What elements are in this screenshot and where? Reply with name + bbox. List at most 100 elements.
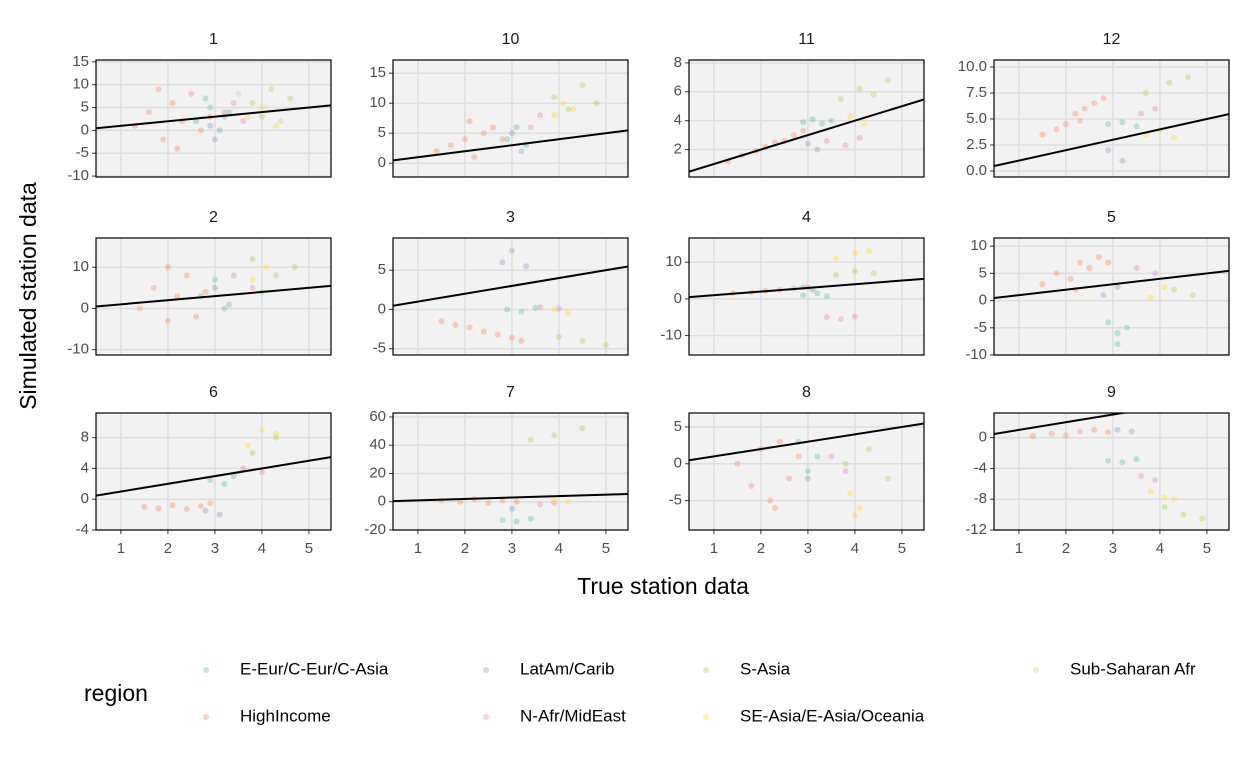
point — [1072, 110, 1079, 117]
point — [823, 137, 830, 144]
point — [579, 82, 586, 89]
y-tick-label: 0 — [674, 455, 682, 472]
point — [1114, 341, 1121, 348]
point — [1081, 105, 1088, 112]
legend-label: SE-Asia/E-Asia/Oceania — [740, 706, 925, 725]
point — [244, 442, 251, 449]
plot-area — [96, 256, 331, 324]
y-tick-label: 15 — [369, 64, 386, 81]
point — [169, 99, 176, 106]
point — [447, 142, 454, 149]
y-tick-label: 0.0 — [966, 162, 987, 179]
point — [851, 313, 858, 320]
panel-border — [688, 412, 925, 531]
point — [263, 264, 270, 271]
point — [555, 305, 562, 312]
point — [202, 95, 209, 102]
panel-background — [393, 238, 628, 355]
point — [287, 95, 294, 102]
point — [1114, 283, 1121, 290]
point — [565, 309, 572, 316]
point — [164, 317, 171, 324]
reference-line — [96, 104, 331, 130]
point — [776, 438, 783, 445]
x-tick-label: 4 — [555, 540, 563, 557]
point — [809, 116, 816, 123]
point — [211, 284, 218, 291]
point — [537, 304, 544, 311]
y-tick-label: 10 — [970, 237, 987, 254]
legend-label: E-Eur/C-Eur/C-Asia — [240, 659, 389, 678]
facet-title: 2 — [209, 209, 218, 226]
panel-border — [688, 237, 925, 356]
point — [823, 314, 830, 321]
point — [160, 136, 167, 143]
point — [851, 268, 858, 275]
point — [800, 119, 807, 126]
reference-line — [393, 129, 628, 162]
panel-background — [393, 60, 628, 177]
point — [230, 99, 237, 106]
point — [240, 465, 247, 472]
point — [734, 460, 741, 467]
plot-area — [96, 86, 331, 152]
point — [513, 498, 520, 505]
point — [1124, 324, 1131, 331]
plot-area — [96, 426, 331, 518]
point — [1114, 426, 1121, 433]
plot-area — [689, 422, 924, 519]
point — [1077, 428, 1084, 435]
point — [814, 290, 821, 297]
y-tick-label: 10 — [72, 76, 89, 93]
plot-area — [689, 77, 924, 173]
point — [518, 337, 525, 344]
point — [221, 109, 228, 116]
y-tick-label: 5 — [378, 124, 386, 141]
reference-line — [994, 269, 1229, 300]
x-tick-label: 3 — [508, 540, 516, 557]
point — [1133, 123, 1140, 130]
point — [1062, 121, 1069, 128]
point — [866, 446, 873, 453]
point — [814, 146, 821, 153]
point — [508, 247, 515, 254]
point — [884, 77, 891, 84]
point — [814, 453, 821, 460]
y-tick-label: -10 — [67, 341, 89, 358]
y-tick-label: 0 — [378, 493, 386, 510]
point — [291, 264, 298, 271]
point — [494, 331, 501, 338]
y-tick-label: -10 — [67, 167, 89, 184]
reference-line — [689, 422, 924, 462]
point — [1119, 157, 1126, 164]
point — [786, 475, 793, 482]
point — [249, 284, 256, 291]
y-tick-label: 20 — [369, 464, 386, 481]
point — [1100, 95, 1107, 102]
point — [221, 305, 228, 312]
point — [518, 148, 525, 155]
reference-line — [96, 456, 331, 497]
point — [273, 430, 280, 437]
y-tick-label: 0 — [81, 121, 89, 138]
point — [537, 501, 544, 508]
point — [188, 90, 195, 97]
point — [593, 100, 600, 107]
reference-line — [689, 277, 924, 299]
panel-border — [95, 59, 332, 178]
y-tick-label: 2 — [674, 141, 682, 158]
point — [155, 505, 162, 512]
point — [258, 426, 265, 433]
reference-line — [393, 493, 628, 503]
legend-key — [703, 667, 709, 673]
point — [221, 480, 228, 487]
panel-background — [689, 60, 924, 177]
point — [884, 475, 891, 482]
point — [870, 91, 877, 98]
legend-label: N-Afr/MidEast — [520, 706, 626, 725]
point — [527, 436, 534, 443]
point — [870, 270, 877, 277]
point — [211, 276, 218, 283]
point — [527, 515, 534, 522]
